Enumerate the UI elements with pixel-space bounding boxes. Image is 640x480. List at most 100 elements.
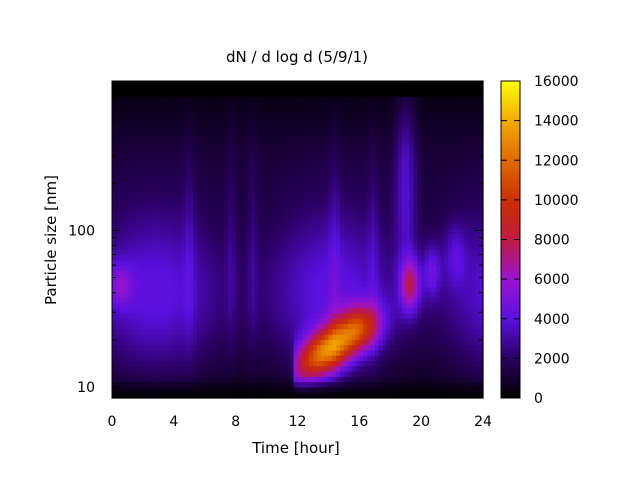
heatmap-cell <box>135 186 140 193</box>
heatmap-cell <box>247 281 252 288</box>
heatmap-cell <box>123 213 129 219</box>
heatmap-cell <box>305 213 310 219</box>
heatmap-cell <box>227 123 233 130</box>
heatmap-cell <box>142 355 148 362</box>
heatmap-cell <box>115 292 121 299</box>
heatmap-cell <box>355 308 360 315</box>
heatmap-cell <box>355 355 360 362</box>
heatmap-cell <box>270 154 275 161</box>
heatmap-cell <box>258 223 264 230</box>
heatmap-cell <box>320 382 326 389</box>
heatmap-cell <box>197 170 202 177</box>
heatmap-cell <box>378 154 384 161</box>
heatmap-cell <box>305 102 310 109</box>
heatmap-cell <box>231 160 237 167</box>
heatmap-cell <box>251 339 256 346</box>
heatmap-cell <box>386 339 391 346</box>
heatmap-cell <box>251 313 256 320</box>
heatmap-cell <box>189 102 194 109</box>
heatmap-cell <box>146 308 152 315</box>
heatmap-cell <box>169 213 175 219</box>
heatmap-cell <box>200 371 206 378</box>
heatmap-cell <box>293 96 299 103</box>
heatmap-cell <box>312 181 318 188</box>
heatmap-cell <box>224 313 229 320</box>
heatmap-cell <box>254 181 260 188</box>
heatmap-cell <box>247 382 252 389</box>
heatmap-cell <box>293 86 299 93</box>
heatmap-cell <box>374 250 380 256</box>
heatmap-cell <box>278 149 283 156</box>
heatmap-cell <box>413 128 418 135</box>
heatmap-cell <box>401 313 407 320</box>
heatmap-cell <box>189 350 194 357</box>
heatmap-cell <box>359 350 364 357</box>
heatmap-cell <box>394 207 399 214</box>
heatmap-cell <box>235 144 241 151</box>
heatmap-cell <box>282 149 287 156</box>
heatmap-cell <box>119 112 125 119</box>
heatmap-cell <box>301 86 306 93</box>
heatmap-cell <box>297 308 302 315</box>
heatmap-cell <box>208 313 214 320</box>
heatmap-cell <box>293 376 299 383</box>
heatmap-cell <box>278 170 283 177</box>
heatmap-cell <box>293 107 299 114</box>
heatmap-cell <box>405 345 411 352</box>
heatmap-cell <box>131 392 136 399</box>
heatmap-cell <box>394 392 399 399</box>
heatmap-cell <box>177 234 183 241</box>
heatmap-cell <box>220 271 225 278</box>
heatmap-cell <box>309 371 314 378</box>
heatmap-cell <box>131 133 136 140</box>
heatmap-cell <box>150 133 156 140</box>
heatmap-cell <box>309 139 314 145</box>
heatmap-cell <box>355 223 360 230</box>
heatmap-cell <box>224 376 229 383</box>
heatmap-cell <box>193 123 198 130</box>
heatmap-cell <box>216 387 221 394</box>
heatmap-cell <box>274 276 279 283</box>
heatmap-cell <box>266 361 272 367</box>
heatmap-cell <box>204 392 210 399</box>
heatmap-cell <box>359 213 364 219</box>
heatmap-cell <box>216 239 221 246</box>
heatmap-cell <box>173 107 179 114</box>
heatmap-cell <box>309 281 314 288</box>
heatmap-cell <box>119 181 125 188</box>
heatmap-cell <box>409 250 415 256</box>
heatmap-cell <box>173 302 179 309</box>
heatmap-cell <box>370 176 376 182</box>
heatmap-cell <box>340 96 345 103</box>
heatmap-cell <box>154 281 159 288</box>
heatmap-cell <box>258 207 264 214</box>
heatmap-cell <box>301 334 306 341</box>
heatmap-cell <box>154 287 159 293</box>
heatmap-cell <box>115 81 121 87</box>
heatmap-cell <box>158 376 163 383</box>
heatmap-cell <box>409 376 415 383</box>
heatmap-cell <box>278 102 283 109</box>
heatmap-cell <box>363 223 368 230</box>
heatmap-cell <box>405 239 411 246</box>
heatmap-cell <box>382 281 387 288</box>
heatmap-cell <box>378 355 384 362</box>
heatmap-cell <box>301 139 306 145</box>
heatmap-cell <box>409 112 415 119</box>
heatmap-cell <box>293 313 299 320</box>
heatmap-cell <box>297 223 302 230</box>
heatmap-cell <box>332 292 337 299</box>
heatmap-cell <box>289 213 295 219</box>
heatmap-cell <box>115 223 121 230</box>
heatmap-cell <box>374 218 380 225</box>
heatmap-cell <box>158 382 163 389</box>
heatmap-cell <box>417 197 422 204</box>
heatmap-cell <box>227 382 233 389</box>
heatmap-cell <box>312 197 318 204</box>
heatmap-cell <box>378 218 384 225</box>
heatmap-cell <box>112 276 117 283</box>
heatmap-cell <box>127 102 132 109</box>
heatmap-cell <box>316 149 322 156</box>
heatmap-cell <box>289 117 295 124</box>
heatmap-cell <box>421 276 426 283</box>
